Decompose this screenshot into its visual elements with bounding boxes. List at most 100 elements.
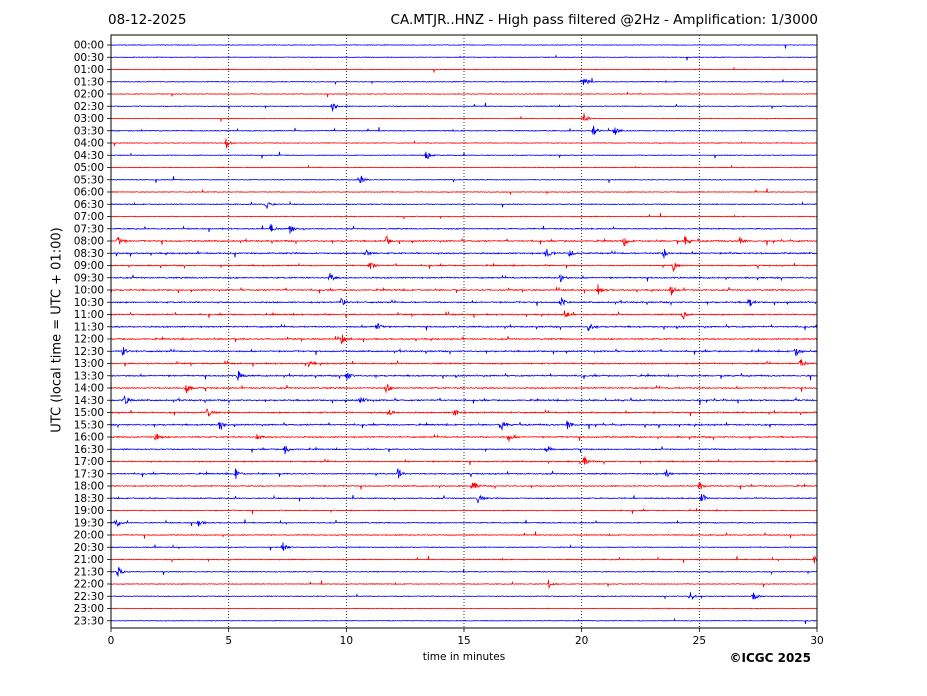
y-tick-label-1230: 12:30 bbox=[74, 346, 104, 358]
chart-title: CA.MTJR..HNZ - High pass filtered @2Hz -… bbox=[390, 12, 818, 28]
trace-1100 bbox=[110, 310, 818, 320]
y-tick-label-0330: 03:30 bbox=[74, 125, 104, 137]
y-tick-label-2030: 20:30 bbox=[74, 542, 104, 554]
y-tick-label-0000: 00:00 bbox=[74, 40, 104, 52]
y-tick-label-2130: 21:30 bbox=[74, 566, 104, 578]
y-tick-label-0230: 02:30 bbox=[74, 101, 104, 113]
trace-2200 bbox=[110, 579, 818, 589]
y-tick-label-0100: 01:00 bbox=[74, 64, 104, 76]
trace-0030 bbox=[110, 54, 818, 61]
date-label: 08-12-2025 bbox=[108, 12, 187, 28]
y-tick-label-0730: 07:30 bbox=[74, 223, 104, 235]
x-axis-label: time in minutes bbox=[422, 651, 506, 663]
trace-1300 bbox=[110, 359, 818, 368]
y-tick-label-0400: 04:00 bbox=[74, 138, 104, 150]
trace-1500 bbox=[110, 408, 818, 417]
trace-0300 bbox=[110, 113, 817, 122]
y-tick-label-0500: 05:00 bbox=[74, 162, 104, 174]
x-tick-label-0: 0 bbox=[108, 635, 115, 647]
trace-0800 bbox=[110, 234, 818, 247]
x-tick-label-5: 5 bbox=[225, 635, 232, 647]
trace-1000 bbox=[110, 284, 818, 296]
y-tick-label-1930: 19:30 bbox=[74, 517, 104, 529]
y-tick-label-1700: 17:00 bbox=[74, 456, 104, 468]
y-tick-label-0030: 00:30 bbox=[74, 52, 104, 64]
y-tick-label-1430: 14:30 bbox=[74, 395, 104, 407]
trace-1600 bbox=[110, 433, 818, 442]
trace-0630 bbox=[110, 200, 818, 209]
trace-1130 bbox=[110, 322, 818, 331]
x-tick-label-25: 25 bbox=[693, 635, 706, 647]
y-tick-label-2230: 22:30 bbox=[74, 591, 104, 603]
y-tick-label-1300: 13:00 bbox=[74, 358, 104, 370]
trace-0500 bbox=[110, 164, 818, 169]
y-tick-label-1030: 10:30 bbox=[74, 297, 104, 309]
trace-0700 bbox=[110, 212, 818, 221]
y-tick-label-2100: 21:00 bbox=[74, 554, 104, 566]
trace-0330 bbox=[110, 125, 818, 135]
trace-0200 bbox=[110, 90, 818, 98]
x-tick-label-10: 10 bbox=[340, 635, 353, 647]
y-tick-label-0930: 09:30 bbox=[74, 272, 104, 284]
y-tick-label-0130: 01:30 bbox=[74, 76, 104, 88]
grid-layer bbox=[228, 35, 700, 628]
trace-1230 bbox=[110, 347, 818, 357]
trace-0100 bbox=[110, 66, 818, 73]
axis-layer: 00:0000:3001:0001:3002:0002:3003:0003:30… bbox=[74, 34, 824, 647]
trace-1330 bbox=[110, 370, 818, 381]
x-tick-label-20: 20 bbox=[575, 635, 588, 647]
y-tick-label-0530: 05:30 bbox=[74, 174, 104, 186]
trace-2230 bbox=[110, 592, 818, 601]
trace-1630 bbox=[110, 446, 818, 455]
y-tick-label-0430: 04:30 bbox=[74, 150, 104, 162]
y-tick-label-2200: 22:00 bbox=[74, 579, 104, 591]
y-tick-label-1900: 19:00 bbox=[74, 505, 104, 517]
trace-0000 bbox=[110, 44, 818, 49]
trace-1900 bbox=[110, 507, 818, 515]
y-tick-label-2000: 20:00 bbox=[74, 530, 104, 542]
y-tick-label-1800: 18:00 bbox=[74, 481, 104, 493]
trace-1830 bbox=[110, 493, 818, 504]
trace-1530 bbox=[110, 420, 818, 432]
trace-2030 bbox=[110, 542, 818, 551]
y-tick-label-0300: 03:00 bbox=[74, 113, 104, 125]
y-tick-label-1200: 12:00 bbox=[74, 334, 104, 346]
trace-0130 bbox=[110, 77, 818, 86]
y-tick-label-1600: 16:00 bbox=[74, 432, 104, 444]
trace-0530 bbox=[110, 175, 818, 184]
y-tick-label-2330: 23:30 bbox=[74, 615, 104, 627]
y-tick-label-2300: 23:00 bbox=[74, 603, 104, 615]
trace-1030 bbox=[110, 296, 818, 307]
trace-1930 bbox=[110, 519, 818, 527]
y-tick-label-1100: 11:00 bbox=[74, 309, 104, 321]
trace-1430 bbox=[110, 394, 818, 405]
y-tick-label-0600: 06:00 bbox=[74, 187, 104, 199]
trace-1800 bbox=[110, 482, 818, 490]
y-tick-label-1500: 15:00 bbox=[74, 407, 104, 419]
trace-2300 bbox=[110, 607, 818, 610]
trace-0730 bbox=[110, 223, 818, 234]
y-tick-label-1130: 11:30 bbox=[74, 321, 104, 333]
trace-0930 bbox=[110, 272, 818, 283]
y-tick-label-0800: 08:00 bbox=[74, 236, 104, 248]
trace-1400 bbox=[110, 383, 818, 394]
trace-layer bbox=[110, 44, 818, 625]
y-tick-label-1000: 10:00 bbox=[74, 285, 104, 297]
y-tick-label-1730: 17:30 bbox=[74, 468, 104, 480]
y-tick-label-0630: 06:30 bbox=[74, 199, 104, 211]
trace-2130 bbox=[110, 567, 818, 577]
trace-1700 bbox=[110, 456, 818, 466]
trace-0900 bbox=[110, 262, 818, 272]
y-tick-label-1330: 13:30 bbox=[74, 370, 104, 382]
trace-0430 bbox=[110, 151, 818, 160]
y-tick-label-0700: 07:00 bbox=[74, 211, 104, 223]
x-tick-label-15: 15 bbox=[457, 635, 470, 647]
trace-0230 bbox=[110, 102, 818, 113]
x-tick-label-30: 30 bbox=[810, 635, 823, 647]
trace-1200 bbox=[110, 334, 818, 345]
trace-2100 bbox=[110, 555, 818, 564]
y-tick-label-1830: 18:30 bbox=[74, 493, 104, 505]
y-tick-label-0900: 09:00 bbox=[74, 260, 104, 272]
trace-1730 bbox=[110, 468, 818, 480]
